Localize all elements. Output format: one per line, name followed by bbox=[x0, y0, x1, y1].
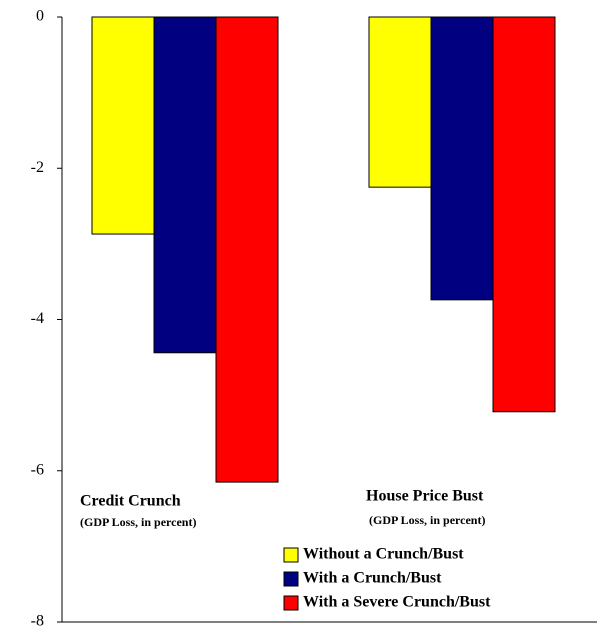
y-tick-label: 0 bbox=[36, 8, 44, 25]
y-tick-label: -2 bbox=[31, 159, 44, 176]
legend-label: Without a Crunch/Bust bbox=[303, 546, 464, 563]
bar bbox=[215, 16, 279, 483]
legend-swatch bbox=[283, 547, 299, 563]
bar bbox=[91, 16, 155, 235]
legend-label: With a Crunch/Bust bbox=[303, 570, 442, 587]
y-tick-label: -6 bbox=[31, 461, 44, 478]
bar bbox=[153, 16, 217, 354]
bar bbox=[368, 16, 432, 188]
category-label: Credit Crunch bbox=[80, 493, 181, 510]
category-label: House Price Bust bbox=[366, 488, 484, 505]
legend-label: With a Severe Crunch/Bust bbox=[303, 594, 491, 611]
legend-swatch bbox=[283, 595, 299, 611]
y-tick-label: -8 bbox=[31, 613, 44, 626]
bar bbox=[492, 16, 556, 413]
category-note: (GDP Loss, in percent) bbox=[80, 515, 196, 529]
bar bbox=[430, 16, 494, 301]
category-note: (GDP Loss, in percent) bbox=[369, 513, 485, 527]
legend-swatch bbox=[283, 571, 299, 587]
y-tick-label: -4 bbox=[31, 310, 44, 327]
